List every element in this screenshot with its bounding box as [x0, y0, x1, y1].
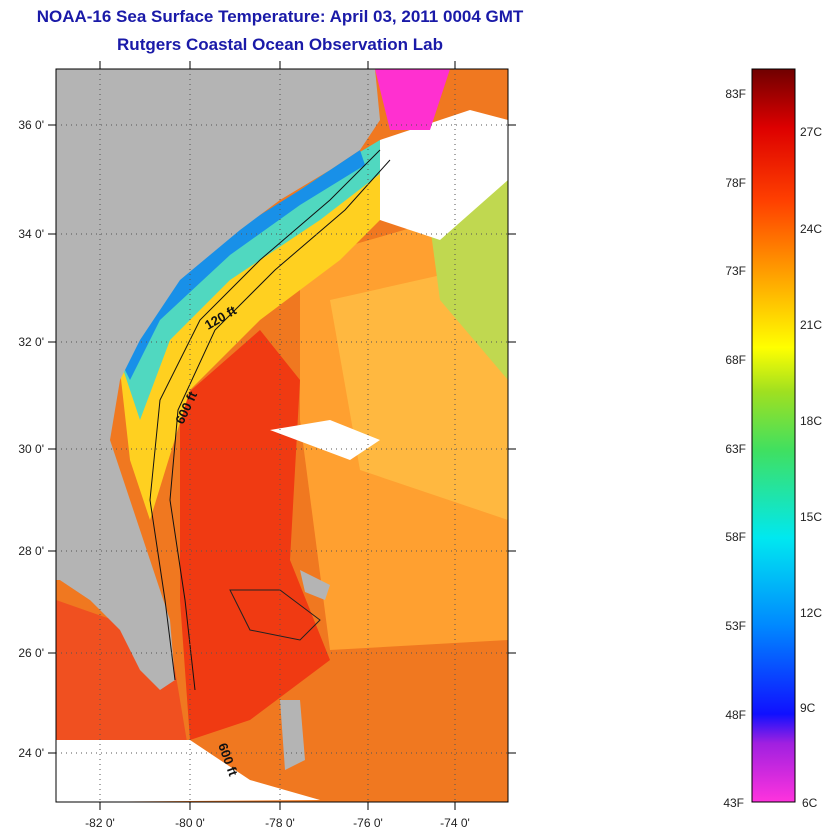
cold-water-patch: [375, 69, 450, 130]
land-abaco: [300, 570, 330, 600]
map-subtitle: Rutgers Coastal Ocean Observation Lab: [117, 35, 443, 54]
cloud-patch: [380, 110, 508, 240]
land-florida-west: [56, 490, 110, 600]
lon-label: -76 0': [353, 816, 383, 830]
longitude-labels: -82 0' -80 0' -78 0' -76 0' -74 0': [85, 816, 470, 830]
lat-label: 36 0': [18, 118, 44, 132]
colorbar-label-f: 83F: [725, 87, 746, 101]
axis-ticks: [48, 61, 516, 810]
land-us-east-coast: [56, 69, 380, 690]
latitude-labels: 36 0' 34 0' 32 0' 30 0' 28 0' 26 0' 24 0…: [18, 118, 44, 760]
lat-label: 28 0': [18, 544, 44, 558]
colorbar-fahrenheit-labels: 83F 78F 73F 68F 63F 58F 53F 48F 43F: [723, 87, 746, 810]
lon-label: -82 0': [85, 816, 115, 830]
colorbar-label-f: 48F: [725, 708, 746, 722]
isobath-600ft: [169, 159, 391, 691]
lon-label: -78 0': [265, 816, 295, 830]
colorbar-label-f: 53F: [725, 619, 746, 633]
colorbar-label-f: 58F: [725, 530, 746, 544]
lat-label: 24 0': [18, 746, 44, 760]
lon-label: -74 0': [440, 816, 470, 830]
lat-label: 30 0': [18, 442, 44, 456]
colorbar-label-f: 63F: [725, 442, 746, 456]
lon-label: -80 0': [175, 816, 205, 830]
colorbar-label-f: 73F: [725, 264, 746, 278]
map-frame: [55, 68, 509, 803]
colorbar-label-f: 78F: [725, 176, 746, 190]
shelf-band-yellow: [120, 150, 400, 520]
colorbar-label-c: 6C: [802, 796, 818, 810]
sst-raster: [56, 69, 508, 802]
colorbar-label-c: 9C: [800, 701, 816, 715]
colorbar-label-c: 24C: [800, 222, 822, 236]
cloud-patch: [270, 420, 380, 460]
bahamas-bank-outline: [229, 589, 321, 641]
cloud-patch: [56, 740, 320, 802]
colorbar: [751, 68, 796, 803]
colorbar-celsius-labels: 27C 24C 21C 18C 15C 12C 9C 6C: [800, 125, 822, 810]
colorbar-label-f: 43F: [723, 796, 744, 810]
colorbar-label-c: 12C: [800, 606, 822, 620]
colorbar-label-c: 27C: [800, 125, 822, 139]
shelf-band-blue: [115, 150, 365, 380]
lat-label: 34 0': [18, 227, 44, 241]
colorbar-label-c: 21C: [800, 318, 822, 332]
map-title: NOAA-16 Sea Surface Temperature: April 0…: [36, 7, 524, 26]
colorbar-label-f: 68F: [725, 353, 746, 367]
graticule: [56, 69, 508, 802]
isobath-120ft: [149, 149, 381, 681]
lat-label: 32 0': [18, 335, 44, 349]
lat-label: 26 0': [18, 646, 44, 660]
colorbar-label-c: 15C: [800, 510, 822, 524]
colorbar-label-c: 18C: [800, 414, 822, 428]
